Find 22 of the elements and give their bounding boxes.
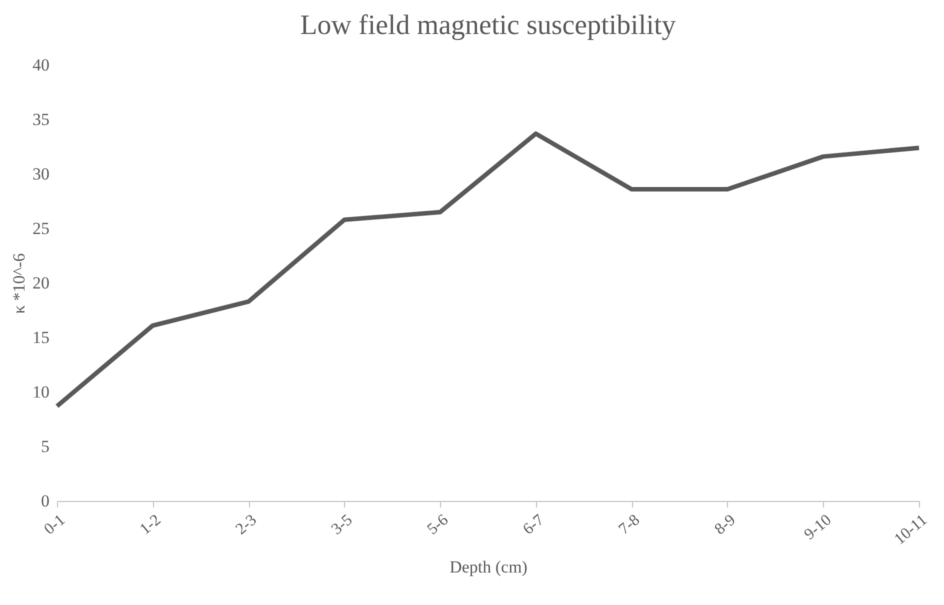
line-series [54,131,922,408]
x-tick-label: 2-3 [232,512,260,538]
x-tick-label: 1-2 [136,512,164,538]
y-tick-label: 20 [32,274,50,292]
y-tick-label: 30 [32,164,50,184]
x-axis-title: Depth (cm) [450,557,528,576]
y-tick-label: 5 [41,437,50,456]
x-tick-label: 6-7 [520,512,548,538]
x-tick-label: 9-10 [801,512,835,544]
y-tick-label: 10 [32,382,50,402]
x-tick-label: 0-1 [41,512,68,538]
y-tick-label: 35 [32,110,50,129]
x-tick-label: 7-8 [616,512,644,538]
y-tick-label: 15 [32,328,50,347]
x-tick-label: 8-9 [712,512,739,538]
chart-title: Low field magnetic susceptibility [300,10,676,41]
y-axis-title: κ *10^-6 [10,253,28,314]
y-tick-label: 40 [32,56,50,74]
y-tick-label: 0 [41,492,50,510]
x-tick-label: 3-5 [328,512,356,538]
x-tick-label: 5-6 [424,512,452,538]
y-tick-label: 25 [32,219,50,238]
